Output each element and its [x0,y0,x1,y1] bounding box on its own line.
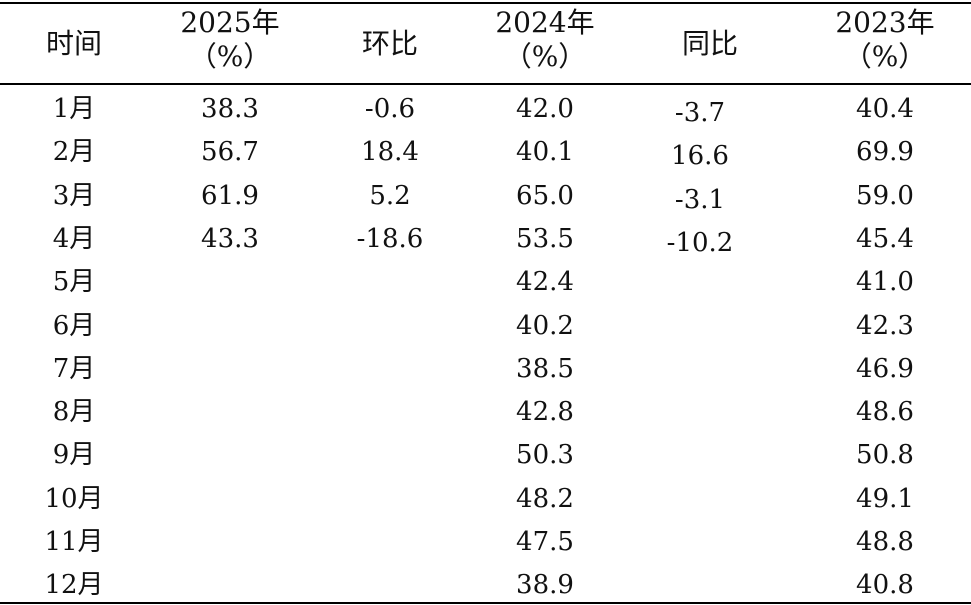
cell-y2024: 42.8 [516,397,574,428]
cell-y2024: 38.9 [516,570,574,601]
cell-month: 4月 [52,223,96,254]
cell-y2023: 59.0 [856,180,914,211]
table-header-rule [0,83,971,85]
cell-month: 10月 [44,483,104,514]
header-2024-unit: （%） [503,40,587,73]
header-yoy: 同比 [640,6,780,82]
cell-yoy: -3.7 [674,98,726,128]
cell-y2023: 40.4 [856,94,914,124]
cell-y2024: 47.5 [516,527,574,557]
cell-month: 7月 [52,353,96,384]
header-2025-label: 2025年 [180,6,280,39]
cell-month: 8月 [52,397,96,428]
cell-y2023: 49.1 [856,483,914,514]
cell-month: 12月 [44,570,104,601]
cell-y2025: 56.7 [201,137,259,168]
cell-month: 2月 [52,137,96,168]
cell-y2023: 50.8 [856,440,914,471]
cell-mom: 5.2 [369,180,411,211]
header-2023-unit: （%） [843,40,927,73]
cell-month: 9月 [52,440,96,471]
cell-y2024: 38.5 [516,353,574,384]
cell-y2024: 40.1 [516,137,574,168]
cell-month: 1月 [52,94,96,124]
header-2023: 2023年 （%） [805,6,965,82]
table-bottom-rule [0,602,971,604]
header-2024: 2024年 （%） [465,6,625,82]
cell-y2023: 45.4 [856,223,914,254]
header-month-label: 时间 [45,27,102,60]
cell-y2023: 48.6 [856,397,914,428]
cell-mom: 18.4 [361,137,419,168]
cell-y2024: 65.0 [516,180,574,211]
header-yoy-label: 同比 [681,27,738,60]
cell-month: 5月 [52,267,96,298]
cell-y2025: 38.3 [201,94,259,124]
cell-y2024: 53.5 [516,223,574,254]
header-2023-label: 2023年 [835,6,935,39]
cell-y2023: 69.9 [856,137,914,168]
cell-month: 3月 [52,180,96,211]
header-mom-label: 环比 [361,27,418,60]
cell-month: 6月 [52,310,96,341]
header-2024-label: 2024年 [495,6,595,39]
cell-y2024: 42.4 [516,267,574,298]
table-top-rule [0,2,971,4]
header-mom: 环比 [320,6,460,82]
cell-y2023: 42.3 [856,310,914,341]
cell-yoy: 16.6 [671,141,729,172]
header-month: 时间 [20,6,128,82]
cell-y2024: 40.2 [516,310,574,341]
cell-yoy: -10.2 [666,227,734,258]
cell-y2023: 48.8 [856,527,914,557]
cell-y2025: 43.3 [201,223,259,254]
cell-y2024: 42.0 [516,94,574,124]
header-2025: 2025年 （%） [150,6,310,82]
cell-y2024: 48.2 [516,483,574,514]
cell-month: 11月 [44,527,104,557]
cell-mom: -0.6 [364,94,416,124]
header-2025-unit: （%） [188,40,272,73]
cell-yoy: -3.1 [674,184,726,215]
cell-mom: -18.6 [356,223,424,254]
cell-y2023: 40.8 [856,570,914,601]
cell-y2025: 61.9 [201,180,259,211]
cell-y2024: 50.3 [516,440,574,471]
cell-y2023: 46.9 [856,353,914,384]
cell-y2023: 41.0 [856,267,914,298]
